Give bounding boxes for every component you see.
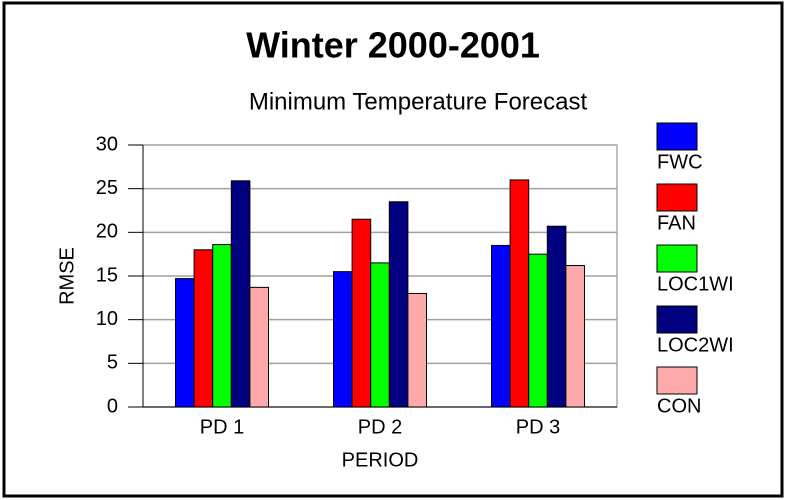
x-tick-label: PD 3: [516, 416, 560, 438]
y-tick-label: 5: [107, 352, 118, 374]
legend-swatch: [656, 244, 698, 273]
bar: [193, 249, 214, 408]
bar: [212, 244, 232, 408]
y-tick-label: 20: [96, 221, 118, 243]
legend-label: CON: [657, 395, 701, 417]
bar: [528, 253, 548, 408]
bar: [230, 180, 251, 408]
legend-swatch: [656, 122, 698, 151]
bar: [388, 201, 409, 408]
legend-swatch: [656, 305, 698, 334]
bar: [546, 225, 567, 408]
bar: [407, 292, 427, 408]
bar: [565, 265, 586, 408]
y-tick-label: 30: [96, 133, 118, 155]
legend-swatch: [656, 183, 698, 212]
bar: [509, 179, 530, 408]
chart-subtitle: Minimum Temperature Forecast: [249, 88, 588, 115]
legend-label: FAN: [657, 212, 696, 234]
bar: [370, 262, 390, 408]
y-tick-label: 15: [96, 264, 118, 286]
bar: [351, 218, 372, 408]
bar: [491, 244, 511, 408]
bar: [333, 271, 353, 408]
bar: [249, 286, 269, 408]
legend-label: LOC1WI: [657, 273, 734, 295]
legend-label: FWC: [657, 151, 703, 173]
x-axis-label: PERIOD: [342, 449, 419, 471]
y-axis-label: RMSE: [56, 247, 78, 305]
x-tick-label: PD 2: [358, 416, 402, 438]
bar: [175, 278, 195, 408]
y-tick-label: 10: [96, 308, 118, 330]
y-tick-label: 0: [107, 395, 118, 417]
y-tick-label: 25: [96, 177, 118, 199]
x-tick-label: PD 1: [200, 416, 244, 438]
legend-swatch: [656, 366, 698, 395]
legend-label: LOC2WI: [657, 334, 734, 356]
chart-title: Winter 2000-2001: [246, 25, 540, 66]
